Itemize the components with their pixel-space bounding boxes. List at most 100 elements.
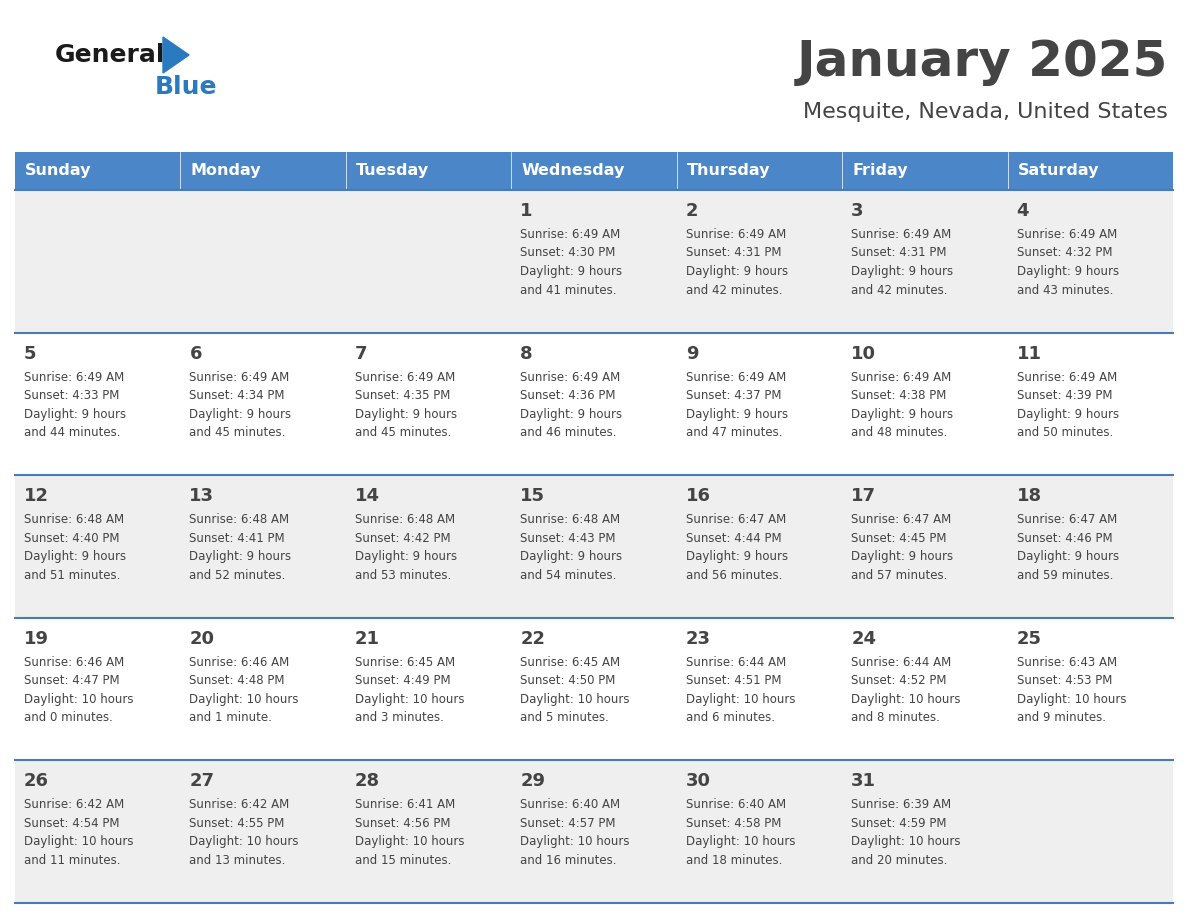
Text: Daylight: 9 hours: Daylight: 9 hours <box>1017 265 1119 278</box>
Text: and 42 minutes.: and 42 minutes. <box>851 284 948 297</box>
Text: Daylight: 9 hours: Daylight: 9 hours <box>685 550 788 564</box>
Text: 22: 22 <box>520 630 545 648</box>
Text: Sunset: 4:52 PM: Sunset: 4:52 PM <box>851 675 947 688</box>
Bar <box>346 332 511 476</box>
Text: and 48 minutes.: and 48 minutes. <box>851 426 948 439</box>
Text: Sunrise: 6:49 AM: Sunrise: 6:49 AM <box>851 371 952 384</box>
Text: Saturday: Saturday <box>1018 163 1099 178</box>
Text: and 54 minutes.: and 54 minutes. <box>520 568 617 582</box>
Text: Sunrise: 6:45 AM: Sunrise: 6:45 AM <box>355 655 455 669</box>
Bar <box>15 476 181 618</box>
Text: 29: 29 <box>520 772 545 790</box>
Bar <box>677 190 842 332</box>
Text: Sunset: 4:34 PM: Sunset: 4:34 PM <box>189 389 285 402</box>
Text: and 45 minutes.: and 45 minutes. <box>355 426 451 439</box>
Text: 19: 19 <box>24 630 49 648</box>
Text: Sunset: 4:50 PM: Sunset: 4:50 PM <box>520 675 615 688</box>
Text: Daylight: 9 hours: Daylight: 9 hours <box>1017 408 1119 420</box>
Text: Daylight: 9 hours: Daylight: 9 hours <box>1017 550 1119 564</box>
Text: Sunrise: 6:40 AM: Sunrise: 6:40 AM <box>520 799 620 812</box>
Text: Tuesday: Tuesday <box>356 163 429 178</box>
Text: Sunset: 4:49 PM: Sunset: 4:49 PM <box>355 675 450 688</box>
Text: Friday: Friday <box>852 163 908 178</box>
Text: Sunset: 4:32 PM: Sunset: 4:32 PM <box>1017 247 1112 260</box>
Text: 30: 30 <box>685 772 710 790</box>
Text: and 51 minutes.: and 51 minutes. <box>24 568 120 582</box>
Text: Daylight: 10 hours: Daylight: 10 hours <box>189 835 299 848</box>
Text: and 50 minutes.: and 50 minutes. <box>1017 426 1113 439</box>
Text: Sunset: 4:47 PM: Sunset: 4:47 PM <box>24 675 120 688</box>
Text: and 5 minutes.: and 5 minutes. <box>520 711 609 724</box>
Bar <box>511 476 677 618</box>
Text: and 57 minutes.: and 57 minutes. <box>851 568 948 582</box>
Text: Sunrise: 6:49 AM: Sunrise: 6:49 AM <box>520 371 620 384</box>
Bar <box>181 760 346 903</box>
Text: Sunrise: 6:46 AM: Sunrise: 6:46 AM <box>189 655 290 669</box>
Text: 25: 25 <box>1017 630 1042 648</box>
Text: 28: 28 <box>355 772 380 790</box>
Bar <box>677 618 842 760</box>
Text: and 46 minutes.: and 46 minutes. <box>520 426 617 439</box>
Text: Sunset: 4:31 PM: Sunset: 4:31 PM <box>685 247 782 260</box>
Text: 9: 9 <box>685 344 699 363</box>
Text: Sunrise: 6:49 AM: Sunrise: 6:49 AM <box>24 371 125 384</box>
Text: and 53 minutes.: and 53 minutes. <box>355 568 451 582</box>
Bar <box>181 618 346 760</box>
Text: and 11 minutes.: and 11 minutes. <box>24 854 120 867</box>
Text: Daylight: 10 hours: Daylight: 10 hours <box>189 693 299 706</box>
Text: Daylight: 9 hours: Daylight: 9 hours <box>520 408 623 420</box>
Text: Sunrise: 6:48 AM: Sunrise: 6:48 AM <box>520 513 620 526</box>
Bar <box>842 760 1007 903</box>
Text: and 1 minute.: and 1 minute. <box>189 711 272 724</box>
Text: Sunrise: 6:49 AM: Sunrise: 6:49 AM <box>520 228 620 241</box>
Bar <box>346 152 511 190</box>
Text: Sunset: 4:42 PM: Sunset: 4:42 PM <box>355 532 450 544</box>
Text: 7: 7 <box>355 344 367 363</box>
Text: Sunset: 4:56 PM: Sunset: 4:56 PM <box>355 817 450 830</box>
Text: and 0 minutes.: and 0 minutes. <box>24 711 113 724</box>
Text: January 2025: January 2025 <box>797 38 1168 86</box>
Text: Sunset: 4:55 PM: Sunset: 4:55 PM <box>189 817 285 830</box>
Text: Sunset: 4:31 PM: Sunset: 4:31 PM <box>851 247 947 260</box>
Text: 1: 1 <box>520 202 532 220</box>
Text: Sunset: 4:36 PM: Sunset: 4:36 PM <box>520 389 615 402</box>
Text: Daylight: 9 hours: Daylight: 9 hours <box>685 408 788 420</box>
Text: 2: 2 <box>685 202 699 220</box>
Text: Daylight: 10 hours: Daylight: 10 hours <box>520 693 630 706</box>
Text: Daylight: 9 hours: Daylight: 9 hours <box>851 408 953 420</box>
Text: Sunset: 4:46 PM: Sunset: 4:46 PM <box>1017 532 1112 544</box>
Text: Daylight: 10 hours: Daylight: 10 hours <box>851 835 961 848</box>
Text: Daylight: 9 hours: Daylight: 9 hours <box>520 265 623 278</box>
Text: Sunset: 4:58 PM: Sunset: 4:58 PM <box>685 817 781 830</box>
Text: Sunrise: 6:49 AM: Sunrise: 6:49 AM <box>685 228 786 241</box>
Bar <box>1007 618 1173 760</box>
Bar <box>15 190 181 332</box>
Text: Daylight: 10 hours: Daylight: 10 hours <box>685 693 795 706</box>
Text: Daylight: 10 hours: Daylight: 10 hours <box>24 693 133 706</box>
Text: Sunrise: 6:49 AM: Sunrise: 6:49 AM <box>189 371 290 384</box>
Text: 12: 12 <box>24 487 49 505</box>
Text: 14: 14 <box>355 487 380 505</box>
Text: Sunrise: 6:44 AM: Sunrise: 6:44 AM <box>685 655 786 669</box>
Text: 13: 13 <box>189 487 214 505</box>
Text: General: General <box>55 43 165 67</box>
Text: Sunrise: 6:47 AM: Sunrise: 6:47 AM <box>1017 513 1117 526</box>
Text: Thursday: Thursday <box>687 163 770 178</box>
Bar <box>842 618 1007 760</box>
Bar <box>346 190 511 332</box>
Text: Sunrise: 6:49 AM: Sunrise: 6:49 AM <box>1017 228 1117 241</box>
Text: Daylight: 10 hours: Daylight: 10 hours <box>24 835 133 848</box>
Text: Daylight: 10 hours: Daylight: 10 hours <box>355 835 465 848</box>
Bar <box>181 332 346 476</box>
Text: and 43 minutes.: and 43 minutes. <box>1017 284 1113 297</box>
Text: Mesquite, Nevada, United States: Mesquite, Nevada, United States <box>803 102 1168 122</box>
Text: Daylight: 9 hours: Daylight: 9 hours <box>851 265 953 278</box>
Text: 17: 17 <box>851 487 876 505</box>
Bar <box>842 190 1007 332</box>
Bar <box>1007 332 1173 476</box>
Text: Daylight: 9 hours: Daylight: 9 hours <box>355 408 457 420</box>
Text: Daylight: 10 hours: Daylight: 10 hours <box>685 835 795 848</box>
Bar <box>511 760 677 903</box>
Text: Sunrise: 6:49 AM: Sunrise: 6:49 AM <box>355 371 455 384</box>
Text: and 20 minutes.: and 20 minutes. <box>851 854 948 867</box>
